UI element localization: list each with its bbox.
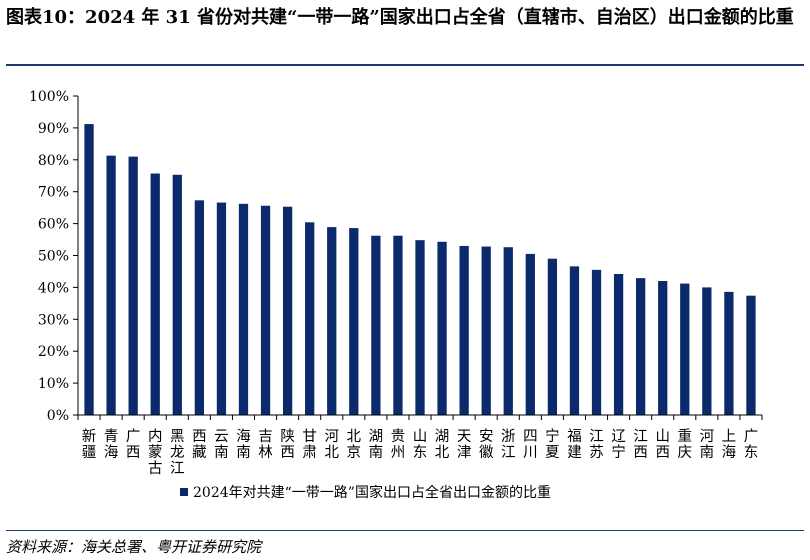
bar-山西 — [658, 281, 668, 415]
bar-天津 — [459, 245, 469, 415]
x-tick-label: 广东 — [744, 428, 759, 461]
x-tick-label: 宁夏 — [545, 428, 560, 461]
x-tick-label: 云南 — [214, 429, 229, 461]
bar-广东 — [746, 295, 756, 415]
legend-swatch — [180, 488, 188, 496]
legend-label: 2024年对共建“一带一路”国家出口占全省出口金额的比重 — [193, 484, 551, 501]
bars — [84, 124, 756, 416]
chart-title: 图表10：2024 年 31 省份对共建“一带一路”国家出口占全省（直辖市、自治… — [6, 7, 794, 28]
bar-河北 — [327, 227, 337, 415]
y-tick-label: 90% — [38, 121, 69, 137]
bar-北京 — [349, 228, 359, 415]
bar-海南 — [238, 203, 249, 415]
y-tick-label: 100% — [29, 89, 69, 105]
bar-湖南 — [371, 235, 381, 415]
bar-贵州 — [393, 235, 403, 415]
x-tick-label: 山西 — [655, 428, 670, 461]
bar-江西 — [636, 278, 646, 415]
y-tick-label: 70% — [38, 185, 69, 201]
y-tick-label: 0% — [47, 408, 69, 424]
bar-广西 — [128, 156, 138, 416]
bar-云南 — [216, 202, 227, 415]
x-tick-label: 吉林 — [258, 428, 273, 461]
x-tick-label: 湖北 — [435, 428, 450, 461]
bar-重庆 — [680, 283, 690, 415]
source-divider — [6, 530, 804, 531]
x-tick-label: 安徽 — [479, 428, 494, 461]
x-tick-label: 贵州 — [391, 428, 406, 461]
bar-宁夏 — [547, 258, 558, 415]
bar-陕西 — [282, 206, 293, 415]
bar-吉林 — [260, 205, 271, 415]
y-tick-label: 20% — [38, 344, 69, 360]
x-tick-label: 河南 — [700, 428, 715, 461]
bar-西藏 — [194, 200, 204, 415]
x-tick-label: 北京 — [347, 428, 362, 461]
bar-四川 — [525, 253, 535, 415]
bar-青海 — [106, 155, 116, 415]
x-tick-label: 广西 — [126, 428, 141, 461]
x-tick-label: 甘肃 — [302, 428, 317, 461]
x-tick-label: 四川 — [523, 429, 538, 461]
x-tick-label: 江西 — [633, 428, 648, 461]
x-tick-label: 西藏 — [192, 429, 207, 461]
title-divider — [6, 64, 804, 66]
x-tick-label: 上海 — [722, 428, 737, 461]
bar-浙江 — [503, 247, 513, 415]
y-axis: 0% 10% 20% 30% 40% 50% 60% 70% 80% 90% 100% — [29, 89, 79, 424]
x-tick-label: 天津 — [457, 429, 472, 461]
x-tick-label: 福建 — [567, 428, 582, 461]
bar-上海 — [724, 291, 734, 415]
x-axis: 新疆青海广西内蒙古黑龙江西藏云南海南吉林陕西甘肃河北北京湖南贵州山东湖北天津安徽… — [77, 414, 763, 477]
bar-内蒙古 — [150, 173, 160, 415]
y-tick-label: 80% — [38, 153, 69, 169]
bar-江苏 — [591, 269, 602, 415]
bar-黑龙江 — [172, 174, 182, 415]
x-tick-label: 山东 — [413, 428, 428, 461]
y-tick-label: 50% — [38, 249, 69, 265]
y-tick-label: 10% — [38, 376, 69, 392]
x-tick-label: 浙江 — [501, 428, 516, 461]
x-tick-label: 江苏 — [589, 428, 604, 461]
bar-湖北 — [437, 241, 447, 415]
x-tick-label: 海南 — [236, 428, 251, 461]
x-tick-label: 重庆 — [678, 428, 693, 461]
x-tick-label: 内蒙古 — [148, 428, 163, 477]
x-tick-label: 辽宁 — [611, 428, 626, 461]
x-tick-label: 湖南 — [369, 428, 384, 461]
source-note: 资料来源：海关总署、粤开证券研究院 — [6, 538, 262, 556]
bar-辽宁 — [613, 274, 624, 415]
legend: 2024年对共建“一带一路”国家出口占全省出口金额的比重 — [180, 484, 551, 501]
y-tick-label: 60% — [38, 217, 69, 233]
bar-福建 — [569, 266, 580, 415]
bar-甘肃 — [305, 222, 315, 415]
bar-新疆 — [84, 124, 94, 415]
bar-安徽 — [481, 246, 491, 415]
x-tick-label: 青海 — [104, 428, 119, 461]
x-tick-label: 河北 — [324, 428, 339, 461]
bar-山东 — [415, 240, 425, 415]
x-tick-label: 黑龙江 — [170, 429, 185, 477]
y-tick-label: 30% — [38, 312, 69, 328]
x-tick-label: 陕西 — [280, 428, 295, 461]
bar-河南 — [702, 287, 712, 415]
x-tick-label: 新疆 — [82, 428, 97, 461]
y-tick-label: 40% — [38, 280, 69, 296]
